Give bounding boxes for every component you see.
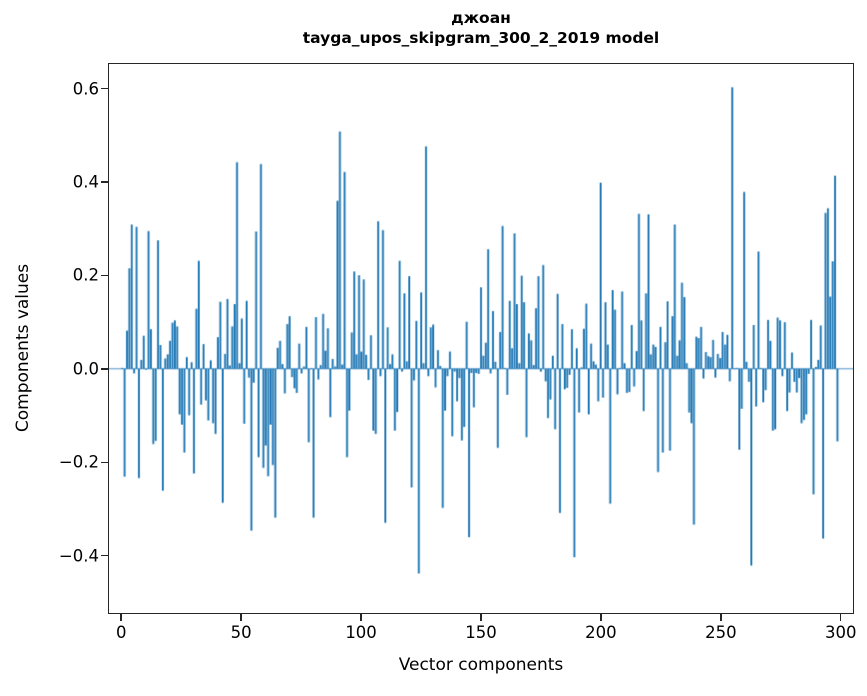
x-tick-mark: [360, 614, 362, 621]
y-tick-mark: [101, 181, 108, 183]
x-tick-label: 250: [705, 623, 737, 642]
y-tick-mark: [101, 554, 108, 557]
x-tick-mark: [600, 614, 602, 621]
x-tick-label: 150: [465, 623, 497, 642]
x-tick-mark: [840, 614, 842, 621]
x-axis-tick-labels: 0 50 100 150 200 250 300: [108, 614, 857, 654]
y-axis-label: Components values: [13, 263, 33, 433]
y-tick-label: 0.2: [72, 265, 99, 285]
y-tick-label: −0.4: [58, 546, 99, 566]
bar-series-canvas: [109, 64, 853, 613]
y-tick-mark: [101, 461, 108, 463]
x-tick-mark: [720, 614, 722, 621]
y-tick-mark: [101, 368, 108, 370]
y-tick-label: 0.0: [72, 359, 99, 379]
x-tick-mark: [480, 614, 482, 621]
x-tick-label: 200: [585, 623, 617, 642]
x-axis-label: Vector components: [398, 655, 564, 675]
y-tick-label: 0.6: [72, 79, 99, 99]
chart-title: джоан tayga_upos_skipgram_300_2_2019 mod…: [108, 8, 854, 48]
x-tick-label: 50: [230, 623, 252, 642]
chart-title-line-1: джоан: [451, 9, 511, 27]
y-axis-tick-labels: −0.4 −0.2 0.0 0.2 0.4 0.6: [0, 63, 108, 614]
x-tick-label: 300: [825, 623, 857, 642]
x-tick-mark: [240, 614, 242, 621]
x-tick-mark: [120, 614, 122, 621]
x-tick-label: 0: [115, 623, 127, 642]
y-tick-mark: [101, 274, 108, 277]
y-axis-label-wrapper: Components values: [8, 0, 38, 696]
y-tick-mark: [101, 87, 108, 90]
y-tick-label: −0.2: [58, 452, 99, 472]
chart-title-line-2: tayga_upos_skipgram_300_2_2019 model: [302, 29, 660, 48]
x-tick-label: 100: [345, 623, 377, 642]
plot-axes: [108, 63, 854, 614]
y-tick-label: 0.4: [72, 172, 99, 192]
